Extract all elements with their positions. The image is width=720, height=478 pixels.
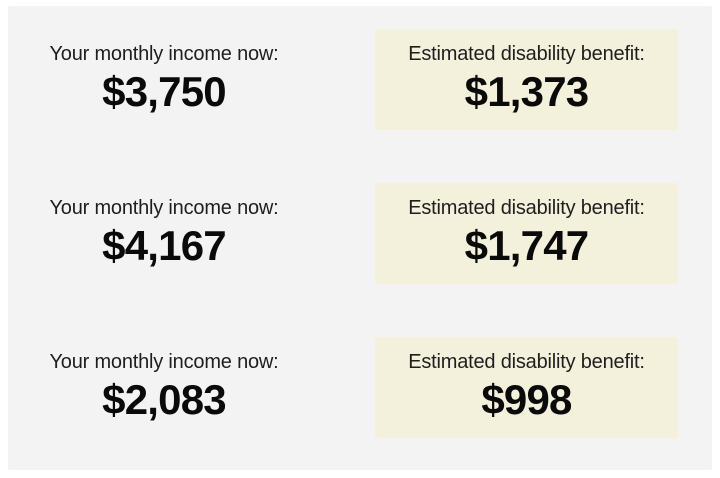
benefit-cell-1: Estimated disability benefit: $1,373 [375, 29, 678, 130]
benefit-value: $1,747 [464, 222, 589, 270]
benefit-label: Estimated disability benefit: [408, 43, 645, 66]
benefit-value: $1,373 [464, 68, 589, 116]
income-value: $3,750 [102, 68, 226, 116]
income-value: $2,083 [102, 376, 226, 424]
income-label: Your monthly income now: [49, 197, 279, 220]
benefit-label: Estimated disability benefit: [408, 197, 645, 220]
benefit-label: Estimated disability benefit: [408, 351, 645, 374]
income-label: Your monthly income now: [49, 351, 279, 374]
benefit-cell-2: Estimated disability benefit: $1,747 [375, 183, 678, 284]
income-cell-3: Your monthly income now: $2,083 [24, 337, 304, 438]
benefit-cell-3: Estimated disability benefit: $998 [375, 337, 678, 438]
income-cell-1: Your monthly income now: $3,750 [24, 29, 304, 130]
result-row-3: Your monthly income now: $2,083 Estimate… [8, 337, 712, 438]
result-row-1: Your monthly income now: $3,750 Estimate… [8, 29, 712, 130]
calculator-results-panel: Your monthly income now: $3,750 Estimate… [8, 6, 712, 470]
result-row-2: Your monthly income now: $4,167 Estimate… [8, 183, 712, 284]
income-cell-2: Your monthly income now: $4,167 [24, 183, 304, 284]
benefit-value: $998 [481, 376, 572, 424]
income-label: Your monthly income now: [49, 43, 279, 66]
income-value: $4,167 [102, 222, 226, 270]
